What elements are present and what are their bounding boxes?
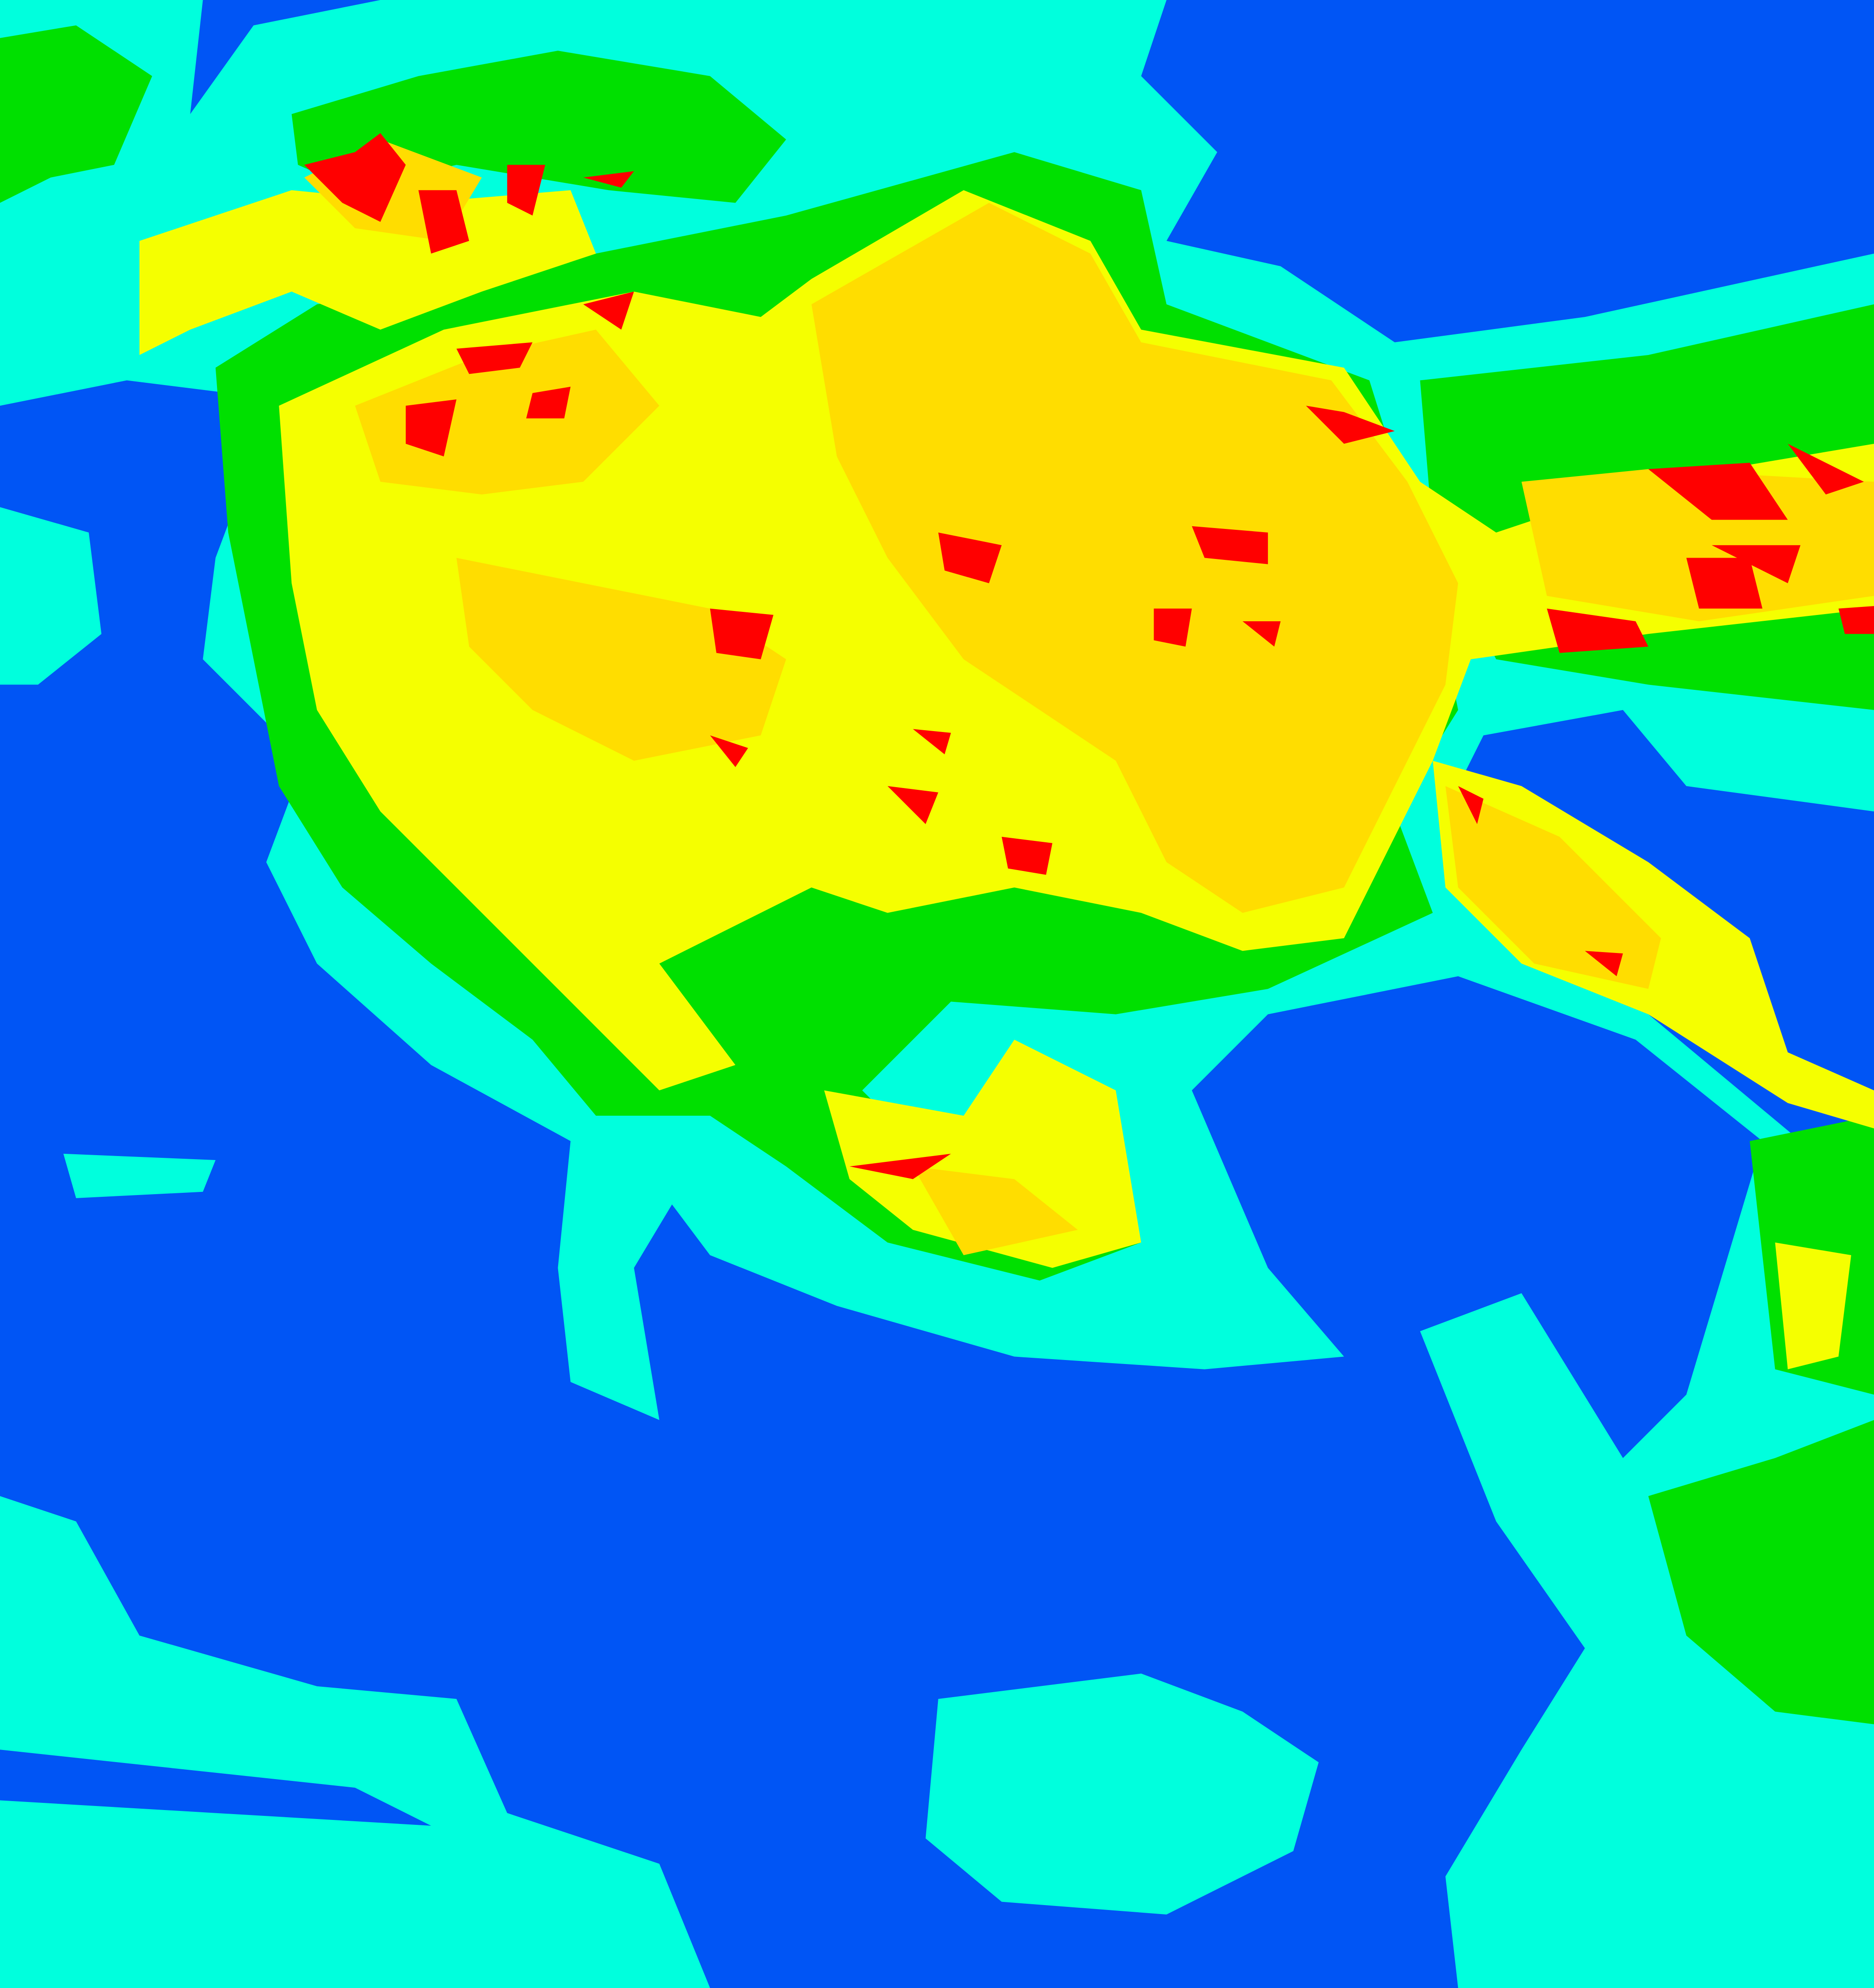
layer-class-6 (304, 133, 1874, 1179)
